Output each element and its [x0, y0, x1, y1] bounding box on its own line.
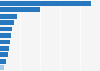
Bar	[0, 1, 91, 6]
Bar	[0, 65, 4, 70]
Bar	[0, 40, 10, 44]
Bar	[0, 7, 40, 12]
Bar	[0, 59, 6, 64]
Bar	[0, 33, 11, 38]
Bar	[0, 52, 8, 57]
Bar	[0, 20, 14, 25]
Bar	[0, 46, 9, 51]
Bar	[0, 14, 17, 19]
Bar	[0, 27, 12, 31]
